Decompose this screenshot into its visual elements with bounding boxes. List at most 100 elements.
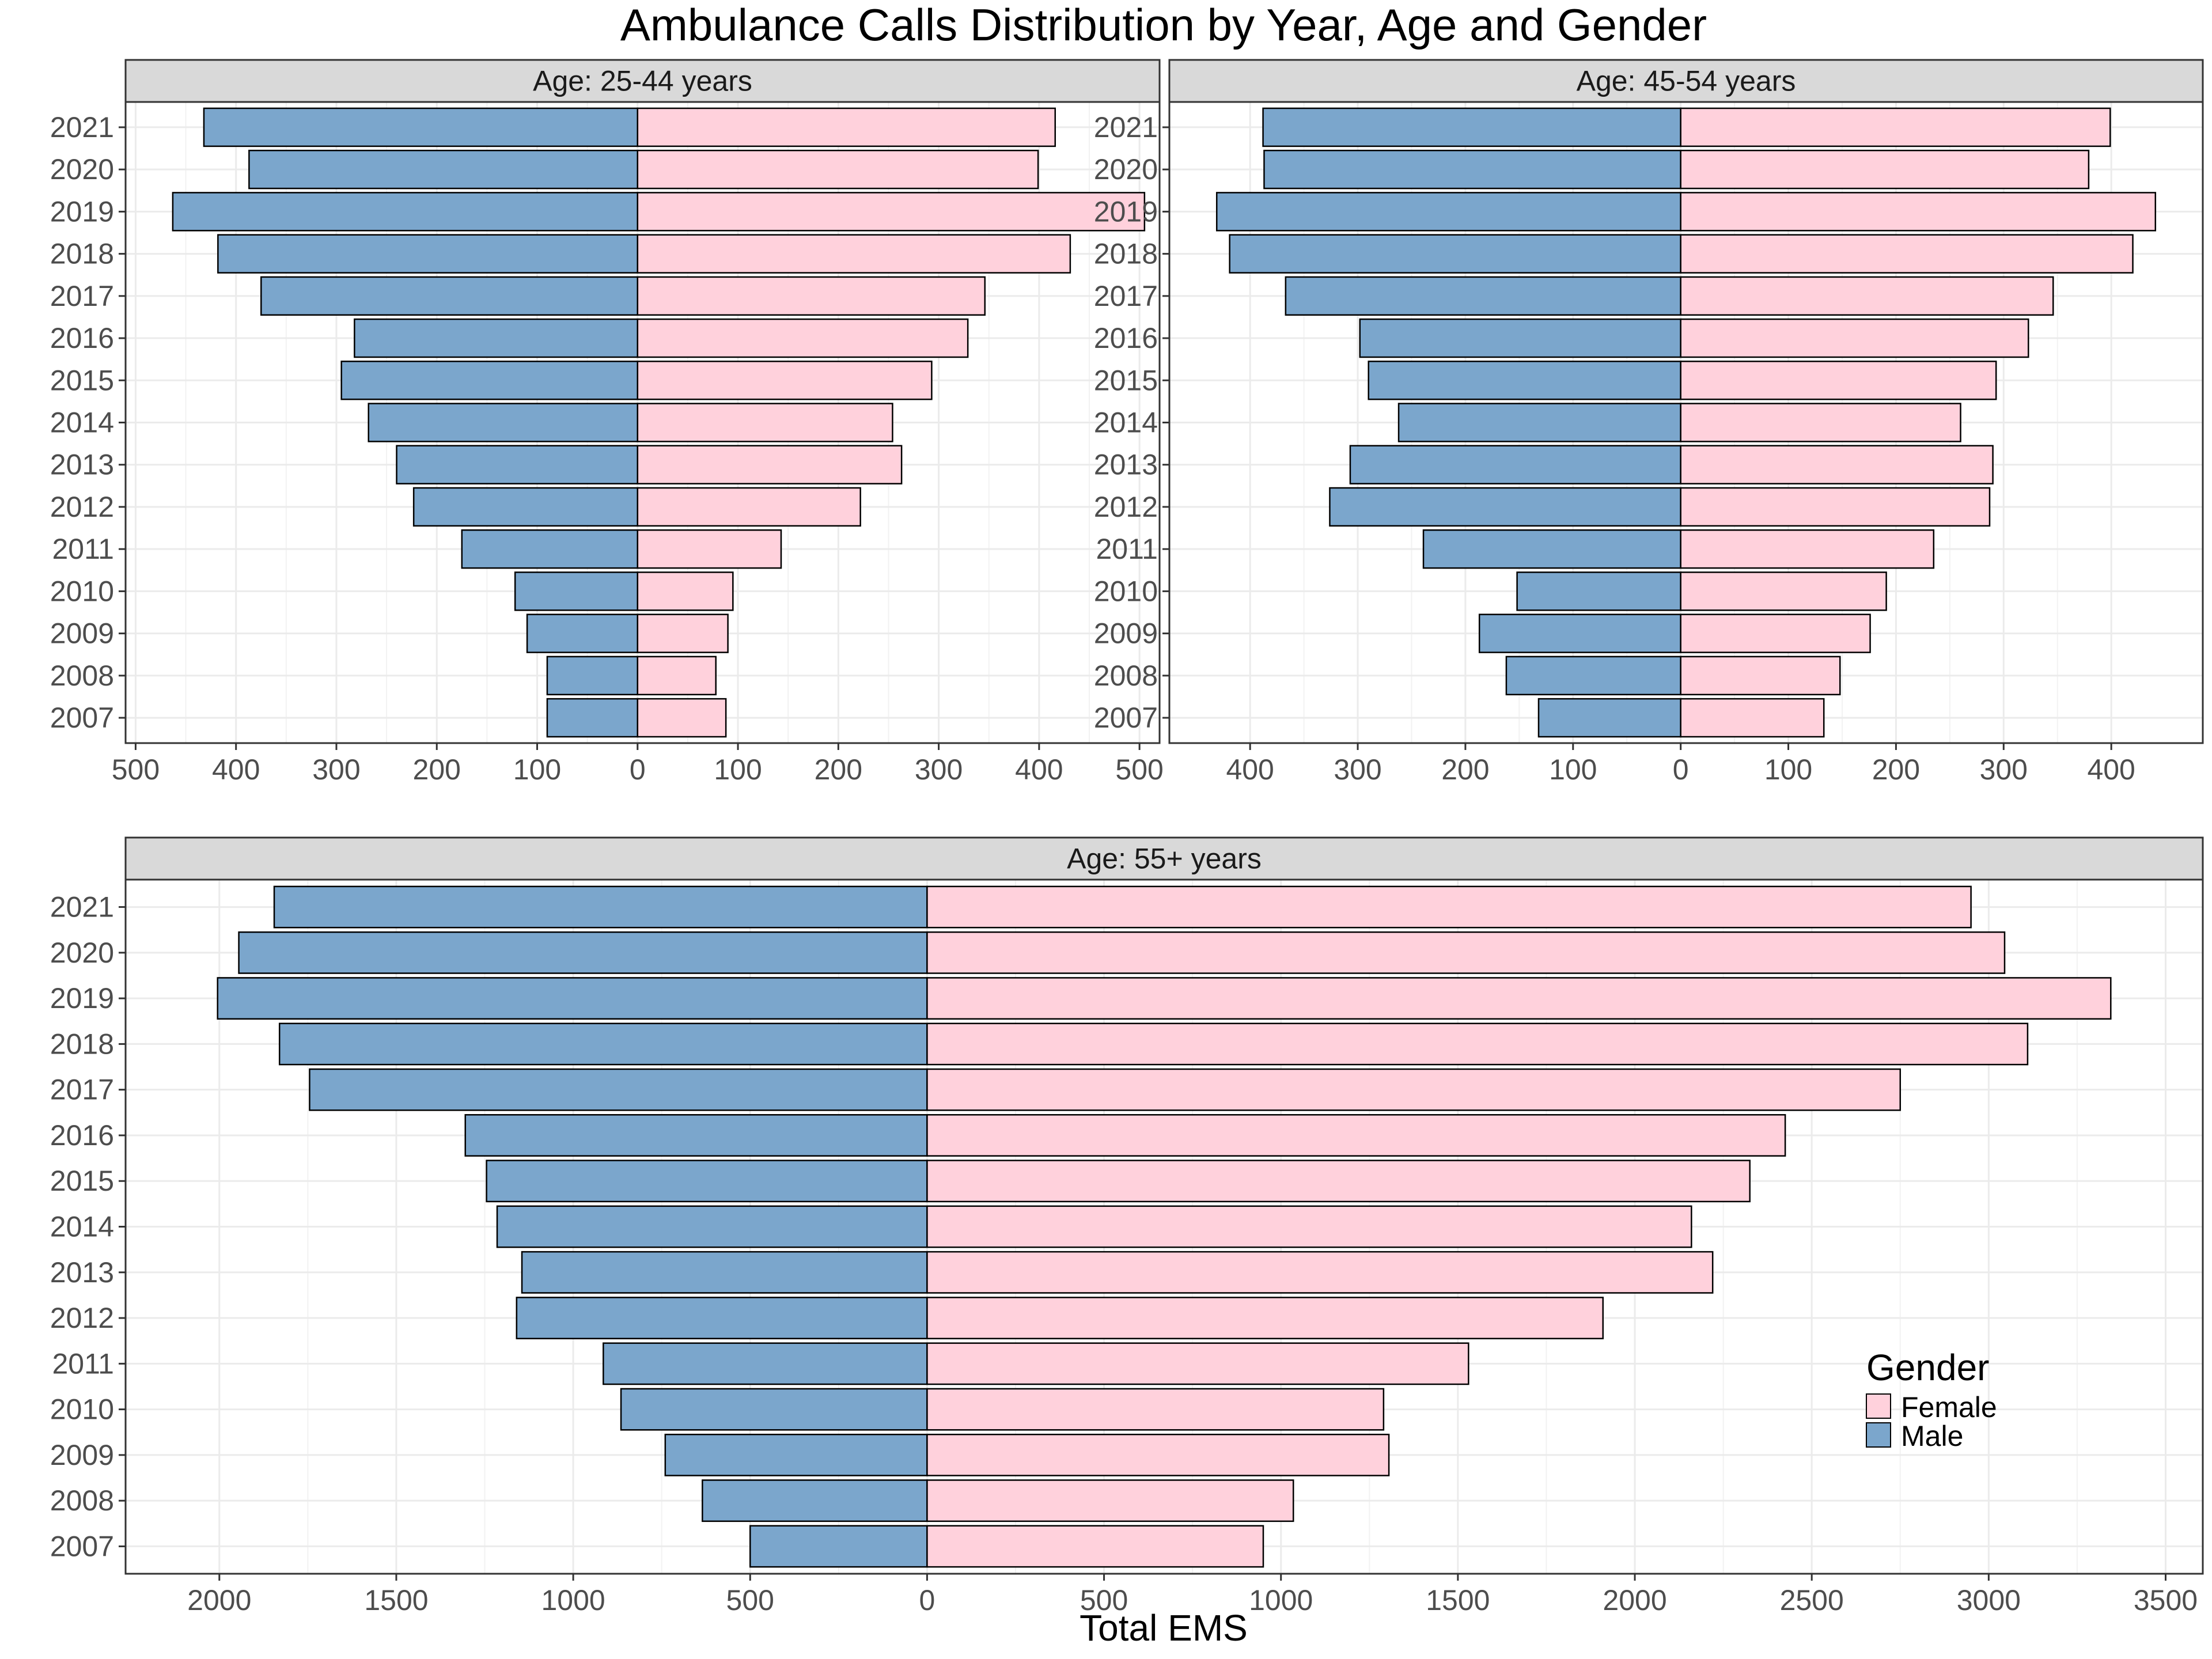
panels: Age: 25-44 years 2007 2008 2009 2010 2011 2012… (50, 59, 2204, 1616)
y-tick-label: 2017 (1094, 280, 1158, 312)
y-tick-label: 2017 (50, 280, 114, 312)
y-tick-label: 2019 (1094, 195, 1158, 228)
bar-female-2018 (926, 1022, 2029, 1066)
x-tick-label: 0 (1673, 753, 1689, 786)
bar-female-2008 (926, 1479, 1294, 1522)
x-tick-label: 300 (1980, 753, 2028, 786)
bar-male-2008 (1505, 656, 1681, 696)
y-tick-label: 2019 (50, 982, 114, 1014)
bar-male-2012 (1329, 487, 1681, 527)
x-tick-label: 200 (1441, 753, 1489, 786)
bar-female-2014 (926, 1205, 1692, 1248)
bar-female-2016 (1680, 318, 2029, 358)
bar-male-2020 (248, 149, 639, 190)
x-tick-label: 400 (1015, 753, 1063, 786)
y-tick-label: 2007 (50, 1530, 114, 1562)
bar-male-2013 (1349, 445, 1681, 484)
y-tick-label: 2021 (50, 891, 114, 923)
x-tick-label: 500 (112, 753, 160, 786)
bar-male-2008 (546, 656, 639, 696)
bar-male-2011 (1422, 529, 1681, 569)
panel-2: Age: 45-54 years 2007 2008 2009 2010 2011 2012… (1094, 59, 2204, 786)
y-tick-label: 2008 (1094, 660, 1158, 692)
x-tick-label: 400 (2087, 753, 2135, 786)
bar-female-2017 (926, 1068, 1902, 1111)
x-tick-label: 500 (1115, 753, 1163, 786)
bar-female-2014 (1680, 403, 1961, 442)
bar-female-2010 (1680, 571, 1887, 611)
bar-male-2009 (1478, 613, 1681, 653)
bar-female-2015 (637, 361, 933, 400)
x-axis-label: Total EMS (1080, 1607, 1248, 1649)
y-tick-label: 2020 (50, 153, 114, 185)
bar-female-2012 (637, 487, 861, 527)
y-tick-label: 2009 (50, 1439, 114, 1471)
bar-male-2015 (1368, 361, 1681, 400)
bar-male-2017 (1285, 276, 1681, 316)
x-tick-label: 300 (1334, 753, 1381, 786)
legend-label-male: Male (1901, 1420, 1963, 1452)
bar-female-2017 (1680, 276, 2054, 316)
x-tick-label: 100 (714, 753, 762, 786)
bar-male-2019 (217, 977, 928, 1020)
y-tick-label: 2007 (50, 702, 114, 734)
y-tick-label: 2008 (50, 1484, 114, 1517)
y-tick-label: 2018 (1094, 238, 1158, 270)
bar-female-2019 (637, 192, 1146, 232)
bar-female-2009 (637, 613, 729, 653)
y-tick-label: 2020 (1094, 153, 1158, 185)
legend-swatch-female (1866, 1393, 1891, 1419)
y-tick-label: 2015 (50, 364, 114, 396)
facet-strip (1168, 59, 2204, 103)
y-tick-label: 2021 (50, 111, 114, 143)
y-tick-label: 2021 (1094, 111, 1158, 143)
bar-female-2011 (637, 529, 782, 569)
bar-female-2011 (1680, 529, 1935, 569)
facet-strip-label: Age: 25-44 years (533, 65, 752, 97)
bar-male-2016 (354, 318, 639, 358)
x-tick-label: 1500 (1426, 1584, 1490, 1616)
y-tick-label: 2018 (50, 238, 114, 270)
panel-3: Age: 55+ years 2007 2008 2009 2010 2011 2012 20… (50, 836, 2204, 1616)
x-tick-label: 2000 (1603, 1584, 1666, 1616)
y-tick-label: 2007 (1094, 702, 1158, 734)
bar-female-2017 (637, 276, 986, 316)
bar-female-2007 (926, 1525, 1264, 1568)
bar-female-2020 (637, 149, 1039, 190)
x-tick-label: 400 (1226, 753, 1274, 786)
y-tick-label: 2016 (50, 322, 114, 354)
y-tick-label: 2011 (1096, 533, 1158, 565)
bar-male-2015 (486, 1160, 928, 1203)
bar-male-2014 (1397, 403, 1681, 442)
bar-male-2021 (203, 107, 639, 147)
bar-female-2008 (637, 656, 717, 696)
y-tick-label: 2010 (50, 1393, 114, 1426)
x-tick-label: 0 (630, 753, 646, 786)
bar-male-2013 (521, 1251, 928, 1294)
bar-female-2009 (1680, 613, 1871, 653)
x-tick-label: 500 (1080, 1584, 1128, 1616)
bar-female-2013 (926, 1251, 1714, 1294)
bar-male-2011 (461, 529, 639, 569)
bar-female-2019 (926, 977, 2112, 1020)
y-tick-label: 2014 (50, 407, 114, 439)
x-tick-label: 500 (726, 1584, 774, 1616)
bar-female-2012 (1680, 487, 1991, 527)
bar-female-2008 (1680, 656, 1841, 696)
facet-strip (124, 59, 1161, 103)
bar-female-2020 (926, 931, 2006, 974)
y-tick-label: 2020 (50, 937, 114, 969)
bar-male-2017 (309, 1068, 928, 1111)
bar-male-2019 (172, 192, 639, 232)
y-tick-label: 2010 (50, 575, 114, 607)
bar-male-2012 (516, 1297, 928, 1339)
facet-strip (124, 836, 2204, 881)
bar-male-2015 (340, 361, 639, 400)
bar-female-2007 (1680, 698, 1825, 738)
x-tick-label: 100 (1764, 753, 1812, 786)
y-tick-label: 2019 (50, 195, 114, 228)
y-tick-label: 2011 (52, 533, 114, 565)
bar-female-2016 (637, 318, 969, 358)
bar-female-2013 (1680, 445, 1994, 484)
